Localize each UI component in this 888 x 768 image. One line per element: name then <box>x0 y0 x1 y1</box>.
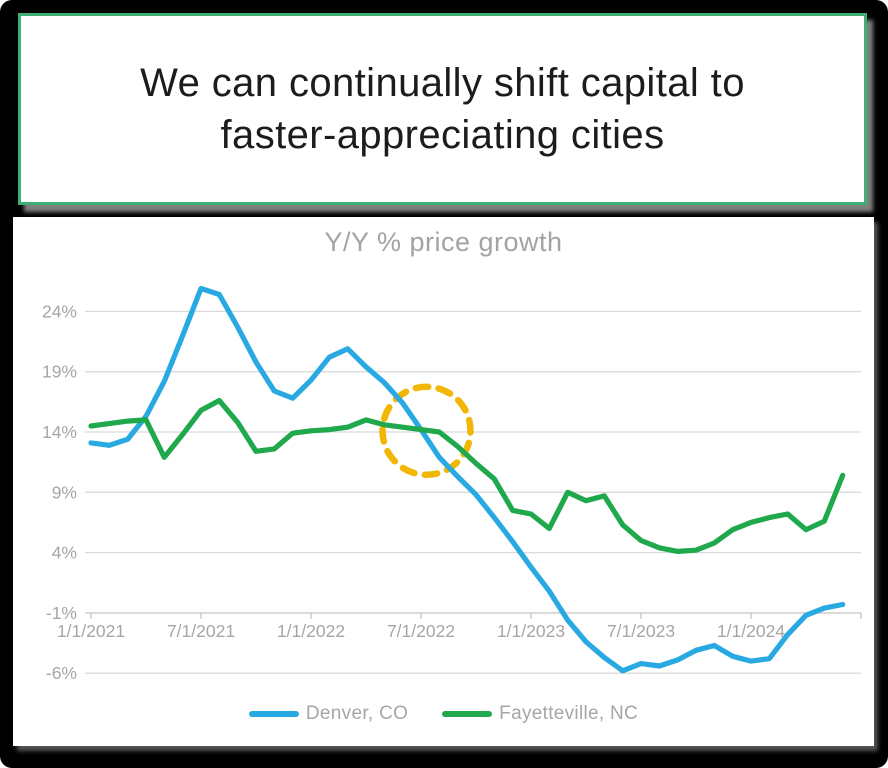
slide-title-line-1: We can continually shift capital to <box>140 61 745 105</box>
y-axis-label: 9% <box>52 482 77 502</box>
x-axis-label: 1/1/2021 <box>57 621 125 641</box>
price-growth-chart: 24% 19% 14% 9% 4% -1% -6% 1/1/2021 7/1/2021 1/1/2… <box>42 285 862 683</box>
x-axis-label: 1/1/2024 <box>717 621 785 641</box>
y-axis-label: 24% <box>42 301 77 321</box>
slide-title-box: We can continually shift capital to fast… <box>18 13 867 205</box>
y-axis-label: -6% <box>46 663 77 683</box>
fayetteville-line-swatch-icon <box>442 711 493 717</box>
fayetteville-line <box>88 398 846 554</box>
legend-label-fayetteville: Fayetteville, NC <box>499 703 639 724</box>
y-axis-label: -1% <box>46 603 77 623</box>
y-axis-label: 4% <box>52 543 77 563</box>
x-axis-label: 7/1/2021 <box>167 621 235 641</box>
chart-title: Y/Y % price growth <box>324 227 563 257</box>
slide-title-line-2: faster-appreciating cities <box>220 113 665 157</box>
y-axis-label: 14% <box>42 422 77 442</box>
denver-line-swatch-icon <box>248 711 299 717</box>
x-axis-label: 1/1/2022 <box>277 621 345 641</box>
crossover-highlight-circle <box>379 383 474 479</box>
chart-card: Y/Y % price growth 24% 19% 14% 9% 4% -1% -6% 1/… <box>13 217 874 746</box>
chart-legend: Denver, CO Fayetteville, NC <box>13 703 874 725</box>
x-axis-label: 7/1/2023 <box>607 621 675 641</box>
denver-line <box>88 285 846 674</box>
x-axis-label: 7/1/2022 <box>387 621 455 641</box>
legend-item-denver: Denver, CO <box>248 703 409 725</box>
y-axis-label: 19% <box>42 362 77 382</box>
x-axis-label: 1/1/2023 <box>497 621 565 641</box>
legend-label-denver: Denver, CO <box>305 703 409 724</box>
legend-item-fayetteville: Fayetteville, NC <box>442 703 638 725</box>
